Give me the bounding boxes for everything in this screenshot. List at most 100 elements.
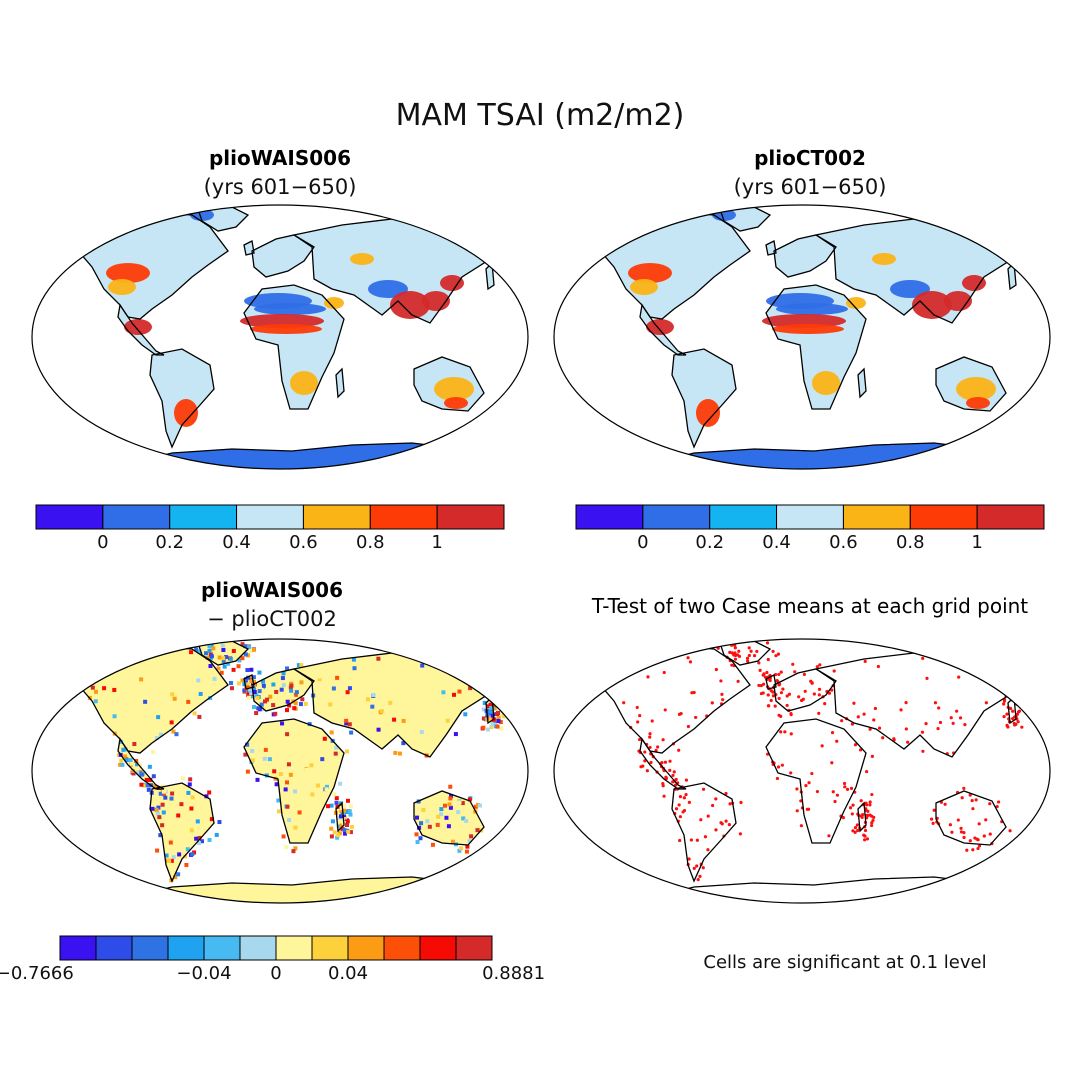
significant-cell	[661, 738, 665, 742]
diff-cell	[86, 665, 91, 670]
significant-cell	[785, 703, 789, 708]
panel-2-title: plioCT002	[754, 146, 866, 170]
significant-cell	[938, 720, 943, 725]
significant-cell	[646, 648, 650, 653]
significant-cell	[921, 656, 925, 661]
diff-cell	[217, 820, 222, 825]
diff-cell	[450, 839, 455, 844]
significant-cell	[746, 659, 750, 663]
significant-cell	[773, 704, 777, 708]
diff-cell	[197, 714, 202, 719]
diff-cell	[334, 800, 339, 805]
diff-cell	[154, 736, 159, 741]
significant-cell	[686, 656, 690, 660]
significant-cell	[853, 743, 858, 747]
diff-cell	[499, 726, 504, 731]
diff-cell	[448, 796, 453, 801]
diff-cell	[249, 694, 254, 699]
colorbar-label: 1	[431, 532, 442, 553]
diff-cell	[401, 741, 406, 746]
diff-cell	[279, 687, 284, 692]
diff-cell	[144, 777, 149, 782]
significant-cell	[744, 635, 747, 638]
colorbar-label: 0	[637, 532, 648, 553]
diff-cell	[475, 828, 480, 833]
diff-cell	[418, 836, 423, 841]
significant-cell	[906, 740, 910, 744]
globe-border	[31, 204, 529, 470]
diff-cell	[186, 790, 191, 795]
diff-cell	[341, 811, 346, 816]
land-africa	[244, 719, 344, 843]
diff-cell	[153, 784, 158, 789]
significant-cell	[870, 754, 874, 758]
significant-cell	[968, 793, 972, 797]
diff-cell	[293, 692, 298, 697]
significant-cell	[960, 796, 964, 800]
significant-cell	[868, 803, 872, 807]
diff-cell	[341, 805, 346, 810]
diff-cell	[194, 647, 199, 652]
diff-cell	[140, 772, 145, 777]
significant-cell	[662, 670, 666, 675]
significant-cell	[795, 809, 799, 813]
panel-3-title: plioWAIS006	[201, 578, 343, 602]
diff-cell	[292, 706, 297, 711]
diff-cell	[465, 844, 470, 849]
diff-cell	[246, 692, 251, 697]
diff-cell	[293, 846, 298, 851]
field-patch	[324, 297, 344, 309]
coastline-madagascar	[857, 367, 867, 399]
significant-cell	[783, 730, 787, 734]
significant-cell	[842, 781, 847, 786]
coastline-centralAmerica	[639, 737, 687, 790]
diff-cell	[252, 705, 257, 710]
significant-cell	[677, 748, 681, 752]
diff-cell	[289, 688, 294, 693]
diff-cell	[371, 693, 376, 698]
coastline-southAmerica	[149, 348, 215, 449]
diff-cell	[174, 732, 179, 737]
diff-cell	[168, 840, 173, 845]
diff-cell	[248, 687, 253, 692]
diff-cell	[415, 840, 420, 845]
diff-cell	[243, 752, 248, 757]
diff-cell	[426, 805, 431, 810]
significant-cell	[863, 828, 868, 833]
diff-cell	[285, 699, 290, 704]
significant-cell	[714, 634, 717, 637]
land-antarctica	[554, 877, 1050, 903]
significant-cell	[970, 798, 974, 803]
significant-cell	[1005, 712, 1009, 716]
diff-cell	[345, 822, 350, 827]
diff-cell	[286, 808, 291, 813]
colorbar-swatch	[909, 504, 978, 530]
colorbar-label: −0.04	[176, 963, 231, 984]
diff-cell	[240, 656, 245, 661]
diff-cell	[345, 690, 350, 695]
significant-cell	[863, 659, 867, 664]
diff-cell	[262, 756, 267, 761]
significant-cell	[765, 670, 769, 675]
significant-cell	[833, 799, 837, 804]
diff-cell	[344, 721, 349, 726]
diff-cell	[300, 691, 305, 696]
significant-cell	[622, 701, 626, 705]
significant-cell	[690, 691, 694, 695]
significant-cell	[950, 830, 954, 834]
significant-cell	[815, 665, 819, 669]
diff-cell	[329, 826, 334, 831]
diff-cell	[173, 875, 178, 880]
diff-cell	[284, 845, 289, 850]
diff-cell	[150, 806, 155, 811]
diff-cell	[457, 848, 462, 853]
colorbar-plioWAIS006: 0 0.2 0.4 0.6 0.8 1	[35, 504, 505, 553]
diff-cell	[304, 767, 309, 772]
significant-cell	[733, 651, 737, 655]
significant-cell	[865, 813, 869, 818]
coastline-madagascar	[335, 801, 345, 833]
diff-cell	[467, 797, 472, 802]
diff-cell	[345, 798, 350, 803]
significant-cell	[868, 800, 872, 804]
significant-cell	[988, 802, 992, 806]
